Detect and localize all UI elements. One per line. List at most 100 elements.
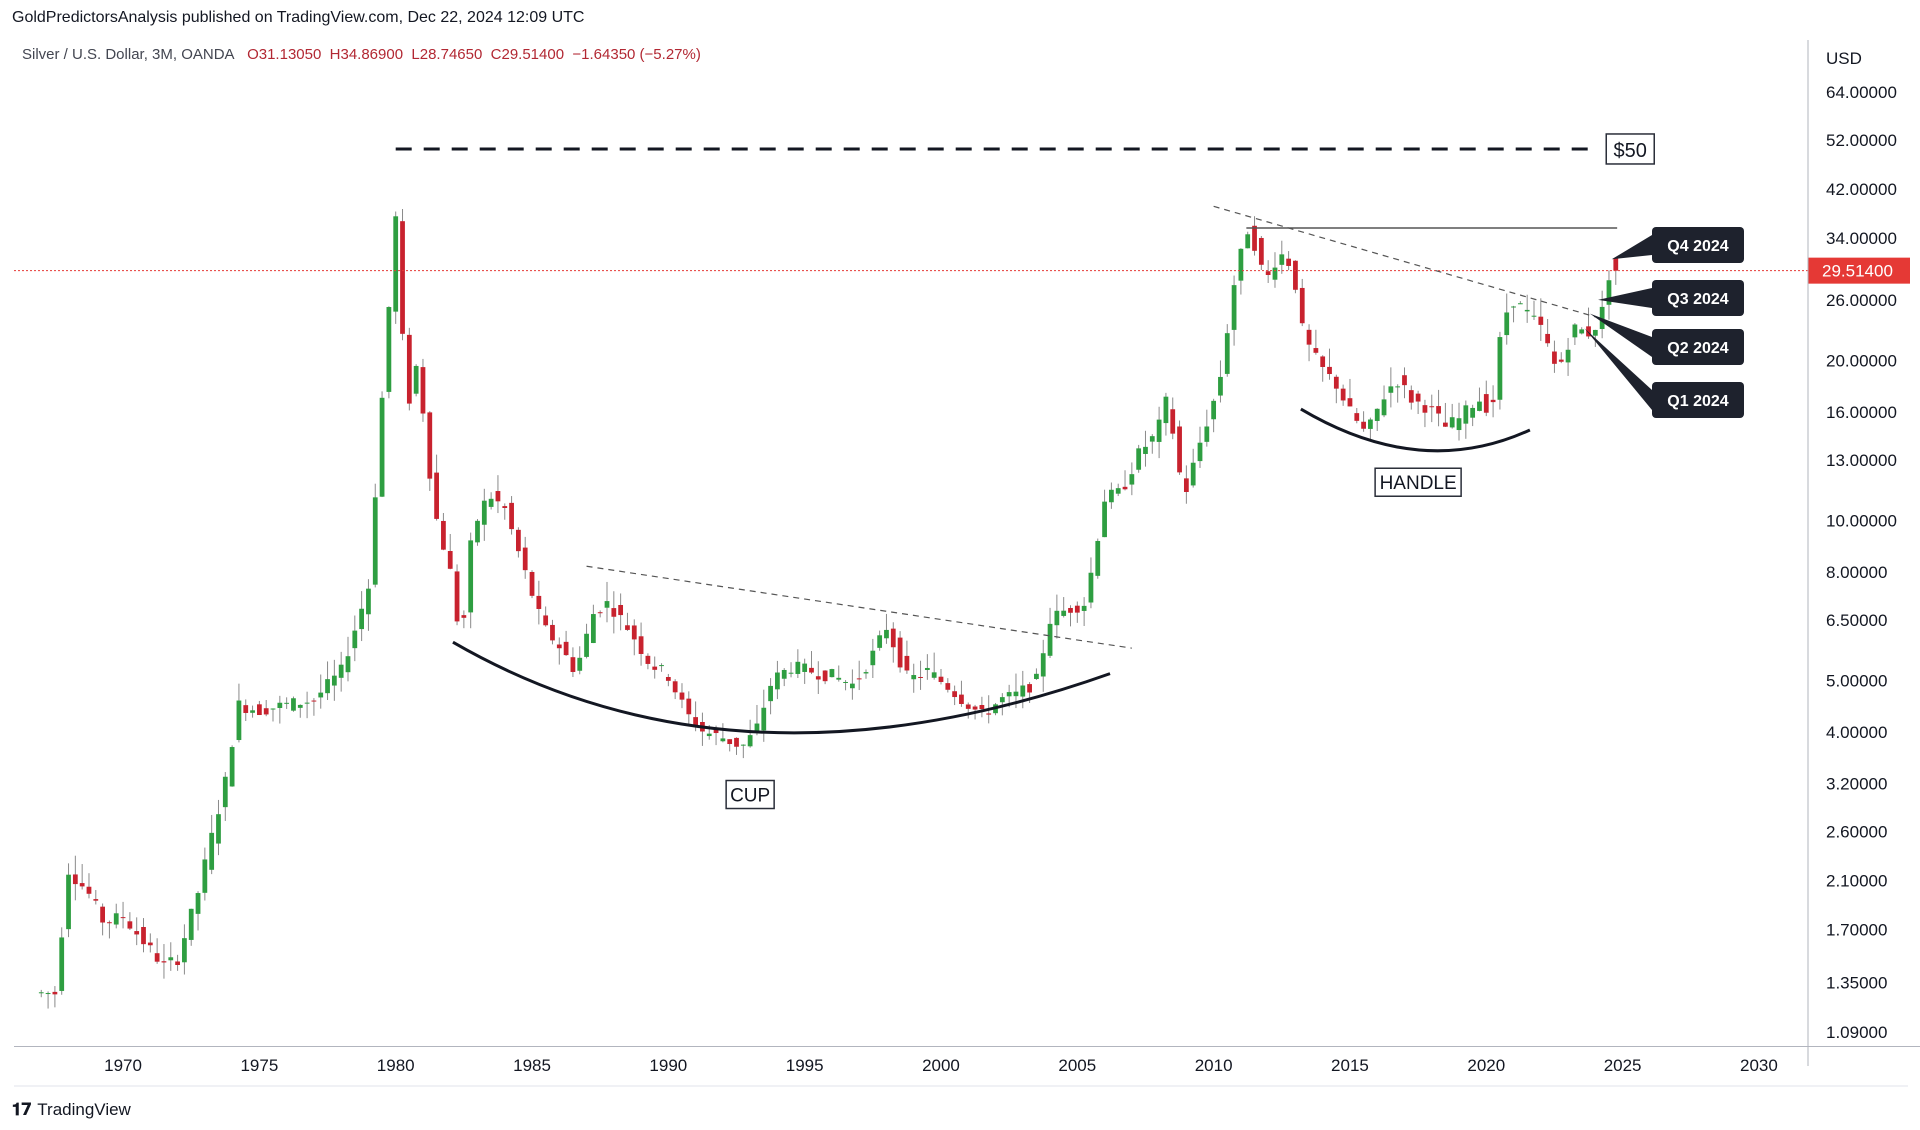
- candle-body: [1415, 393, 1421, 402]
- candle-body: [1040, 653, 1046, 677]
- candle-body: [522, 547, 528, 571]
- y-tick-label: 5.00000: [1826, 671, 1887, 690]
- candle-body: [1517, 303, 1523, 305]
- y-tick-label: 10.00000: [1826, 511, 1897, 530]
- quarter-callout-box: [1652, 329, 1744, 365]
- candle-body: [809, 667, 814, 673]
- symbol-name[interactable]: Silver / U.S. Dollar, 3M, OANDA: [22, 46, 235, 63]
- candle-body: [1279, 254, 1285, 265]
- candle-body: [1592, 329, 1598, 336]
- candle-body: [1320, 356, 1326, 367]
- candle-body: [413, 365, 419, 394]
- candle-body: [1156, 419, 1162, 442]
- candle-body: [1231, 285, 1237, 330]
- open-value: O31.13050: [247, 46, 322, 63]
- candle-body: [66, 874, 71, 930]
- candle-body: [1313, 348, 1319, 353]
- quarter-callout-label: Q2 2024: [1667, 340, 1728, 357]
- axes-layer: USD 64.00000 52.00000 42.00000 34.00000 26.00…: [14, 40, 1920, 1087]
- candle-body: [216, 814, 221, 844]
- candle-body: [795, 661, 801, 674]
- x-tick-label: 1985: [513, 1056, 551, 1075]
- x-tick-label: 2005: [1058, 1056, 1096, 1075]
- candle-body: [461, 615, 467, 618]
- candle-body: [366, 588, 371, 615]
- cup-label: CUP: [730, 786, 770, 807]
- candle-body: [1477, 401, 1482, 411]
- candle-body: [1143, 446, 1148, 454]
- quarter-callout-pointer: [1598, 288, 1652, 308]
- candle-body: [1565, 349, 1571, 363]
- tradingview-logo-icon[interactable]: 𝟏𝟳: [12, 1100, 32, 1119]
- candle-body: [1599, 306, 1605, 329]
- x-tick-label: 2015: [1331, 1056, 1369, 1075]
- current-price-tag: [1808, 257, 1910, 284]
- candle-body: [1238, 248, 1244, 281]
- candle-body: [161, 961, 167, 963]
- candle-body: [829, 669, 835, 678]
- candle-body: [570, 657, 576, 672]
- candle-body: [1197, 442, 1203, 462]
- candle-body: [243, 705, 249, 713]
- cup-curve: [452, 640, 1111, 735]
- quarter-callout-label: Q4 2024: [1667, 238, 1728, 255]
- candle-body: [52, 991, 58, 995]
- candle-body: [1218, 376, 1223, 396]
- y-tick-label: 34.00000: [1826, 229, 1897, 248]
- candle-body: [127, 921, 133, 929]
- brand-label[interactable]: TradingView: [37, 1100, 131, 1119]
- x-tick-label: 1970: [104, 1056, 142, 1075]
- candle-body: [1524, 309, 1530, 312]
- quarter-callout-pointer: [1611, 235, 1652, 260]
- x-tick-label: 2025: [1604, 1056, 1642, 1075]
- candle-body: [1545, 333, 1551, 344]
- candle-body: [1340, 388, 1346, 401]
- candle-body: [1047, 623, 1053, 656]
- candle-body: [638, 636, 644, 654]
- candle-body: [509, 502, 514, 530]
- candle-body: [291, 698, 296, 711]
- candle-body: [79, 883, 85, 887]
- candle-body: [836, 677, 842, 680]
- candle-body: [86, 886, 92, 894]
- candle-body: [645, 655, 651, 664]
- y-tick-label: 1.70000: [1826, 920, 1887, 939]
- candle-body: [665, 677, 671, 681]
- candle-body: [284, 702, 290, 704]
- candle-body: [263, 708, 269, 715]
- candle-body: [931, 672, 937, 678]
- quarter-callout-label: Q1 2024: [1667, 393, 1728, 410]
- candle-body: [1068, 607, 1073, 613]
- candle-body: [659, 665, 664, 667]
- candle-body: [475, 520, 480, 543]
- candle-body: [1163, 396, 1169, 424]
- quarter-callout-pointer: [1589, 313, 1652, 357]
- candle-body: [863, 672, 869, 674]
- candle-body: [1449, 417, 1455, 428]
- candle-body: [884, 629, 889, 639]
- candle-body: [359, 608, 365, 630]
- candle-body: [706, 733, 712, 737]
- candle-body: [1081, 605, 1087, 611]
- candle-body: [1013, 691, 1019, 697]
- candle-body: [1552, 351, 1557, 364]
- candle-body: [904, 655, 910, 671]
- resistance-label-box: [1605, 133, 1655, 165]
- candle-body: [107, 922, 112, 924]
- candle-body: [331, 675, 337, 686]
- handle-trendline: [1213, 205, 1601, 319]
- candle-body: [775, 672, 780, 690]
- candle-body: [563, 641, 569, 656]
- y-tick-label: 1.35000: [1826, 974, 1887, 993]
- candle-body: [1504, 312, 1510, 336]
- candle-body: [406, 334, 412, 404]
- candle-body: [1497, 337, 1503, 400]
- y-tick-label: 2.60000: [1826, 822, 1887, 841]
- candle-body: [1115, 488, 1121, 494]
- candle-body: [1388, 386, 1394, 393]
- cup-label-box: [725, 779, 775, 810]
- candle-body: [120, 917, 126, 919]
- candle-body: [611, 608, 617, 617]
- candle-body: [1613, 258, 1619, 271]
